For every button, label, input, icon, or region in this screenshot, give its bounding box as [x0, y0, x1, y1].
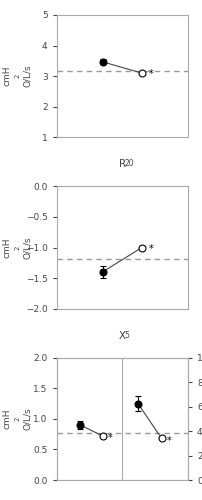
Text: 20: 20 [124, 160, 134, 168]
Text: 5: 5 [124, 330, 129, 340]
Text: O/L/s: O/L/s [23, 65, 32, 88]
Text: O/L/s: O/L/s [23, 408, 32, 430]
Text: cmH: cmH [2, 238, 11, 258]
Text: 2: 2 [14, 74, 20, 78]
Text: *: * [148, 69, 153, 79]
Text: *: * [108, 434, 113, 444]
Text: *: * [148, 244, 153, 254]
Text: cmH: cmH [2, 408, 11, 429]
Text: 2: 2 [14, 246, 20, 250]
Text: *: * [167, 436, 172, 446]
Text: X: X [119, 330, 126, 340]
Text: R: R [119, 160, 126, 170]
Text: O/L/s: O/L/s [23, 236, 32, 259]
Text: 2: 2 [14, 416, 20, 421]
Text: cmH: cmH [2, 66, 11, 86]
